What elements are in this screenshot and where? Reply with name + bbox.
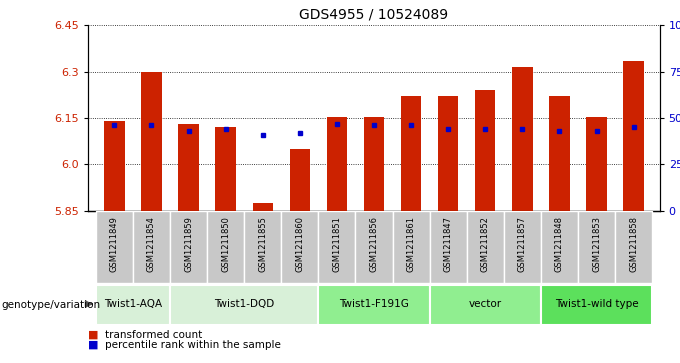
Bar <box>216 127 236 211</box>
Bar <box>326 117 347 211</box>
Bar <box>430 285 541 325</box>
Text: GSM1211847: GSM1211847 <box>443 216 453 272</box>
Text: transformed count: transformed count <box>105 330 203 340</box>
Text: GSM1211858: GSM1211858 <box>629 216 638 272</box>
Bar <box>624 61 644 211</box>
Text: GSM1211861: GSM1211861 <box>407 216 415 272</box>
Bar <box>504 211 541 283</box>
Bar <box>356 211 392 283</box>
Bar <box>178 124 199 211</box>
Bar <box>578 211 615 283</box>
Text: GSM1211856: GSM1211856 <box>369 216 379 272</box>
Bar <box>541 285 652 325</box>
Text: percentile rank within the sample: percentile rank within the sample <box>105 340 282 350</box>
Bar <box>244 211 282 283</box>
Text: GSM1211857: GSM1211857 <box>518 216 527 272</box>
Text: GSM1211853: GSM1211853 <box>592 216 601 272</box>
Text: vector: vector <box>469 299 502 309</box>
Bar <box>133 211 170 283</box>
Bar <box>170 211 207 283</box>
Bar <box>430 211 466 283</box>
Bar <box>96 211 133 283</box>
Text: Twist1-DQD: Twist1-DQD <box>214 299 274 309</box>
Bar <box>541 211 578 283</box>
Bar <box>290 149 310 211</box>
Bar <box>141 72 162 211</box>
Bar <box>586 117 607 211</box>
Bar <box>401 97 422 211</box>
Text: Twist1-F191G: Twist1-F191G <box>339 299 409 309</box>
Bar <box>318 211 356 283</box>
Bar <box>170 285 318 325</box>
Text: GSM1211852: GSM1211852 <box>481 216 490 272</box>
Bar <box>104 121 124 211</box>
Text: Twist1-wild type: Twist1-wild type <box>555 299 639 309</box>
Text: ■: ■ <box>88 330 99 340</box>
Text: GSM1211859: GSM1211859 <box>184 216 193 272</box>
Text: GSM1211849: GSM1211849 <box>110 216 119 272</box>
Bar <box>207 211 244 283</box>
Title: GDS4955 / 10524089: GDS4955 / 10524089 <box>299 8 449 21</box>
Text: GSM1211850: GSM1211850 <box>221 216 230 272</box>
Bar <box>252 203 273 211</box>
Text: genotype/variation: genotype/variation <box>1 300 101 310</box>
Bar <box>282 211 318 283</box>
Text: GSM1211848: GSM1211848 <box>555 216 564 272</box>
Text: GSM1211860: GSM1211860 <box>295 216 305 272</box>
Text: ■: ■ <box>88 340 99 350</box>
Bar <box>392 211 430 283</box>
Bar <box>96 285 170 325</box>
Bar <box>318 285 430 325</box>
Text: Twist1-AQA: Twist1-AQA <box>104 299 162 309</box>
Bar <box>615 211 652 283</box>
Bar <box>466 211 504 283</box>
Text: GSM1211854: GSM1211854 <box>147 216 156 272</box>
Text: GSM1211855: GSM1211855 <box>258 216 267 272</box>
Bar <box>475 90 496 211</box>
Text: GSM1211851: GSM1211851 <box>333 216 341 272</box>
Bar <box>512 67 532 211</box>
Bar <box>438 97 458 211</box>
Bar <box>549 97 570 211</box>
Bar <box>364 117 384 211</box>
